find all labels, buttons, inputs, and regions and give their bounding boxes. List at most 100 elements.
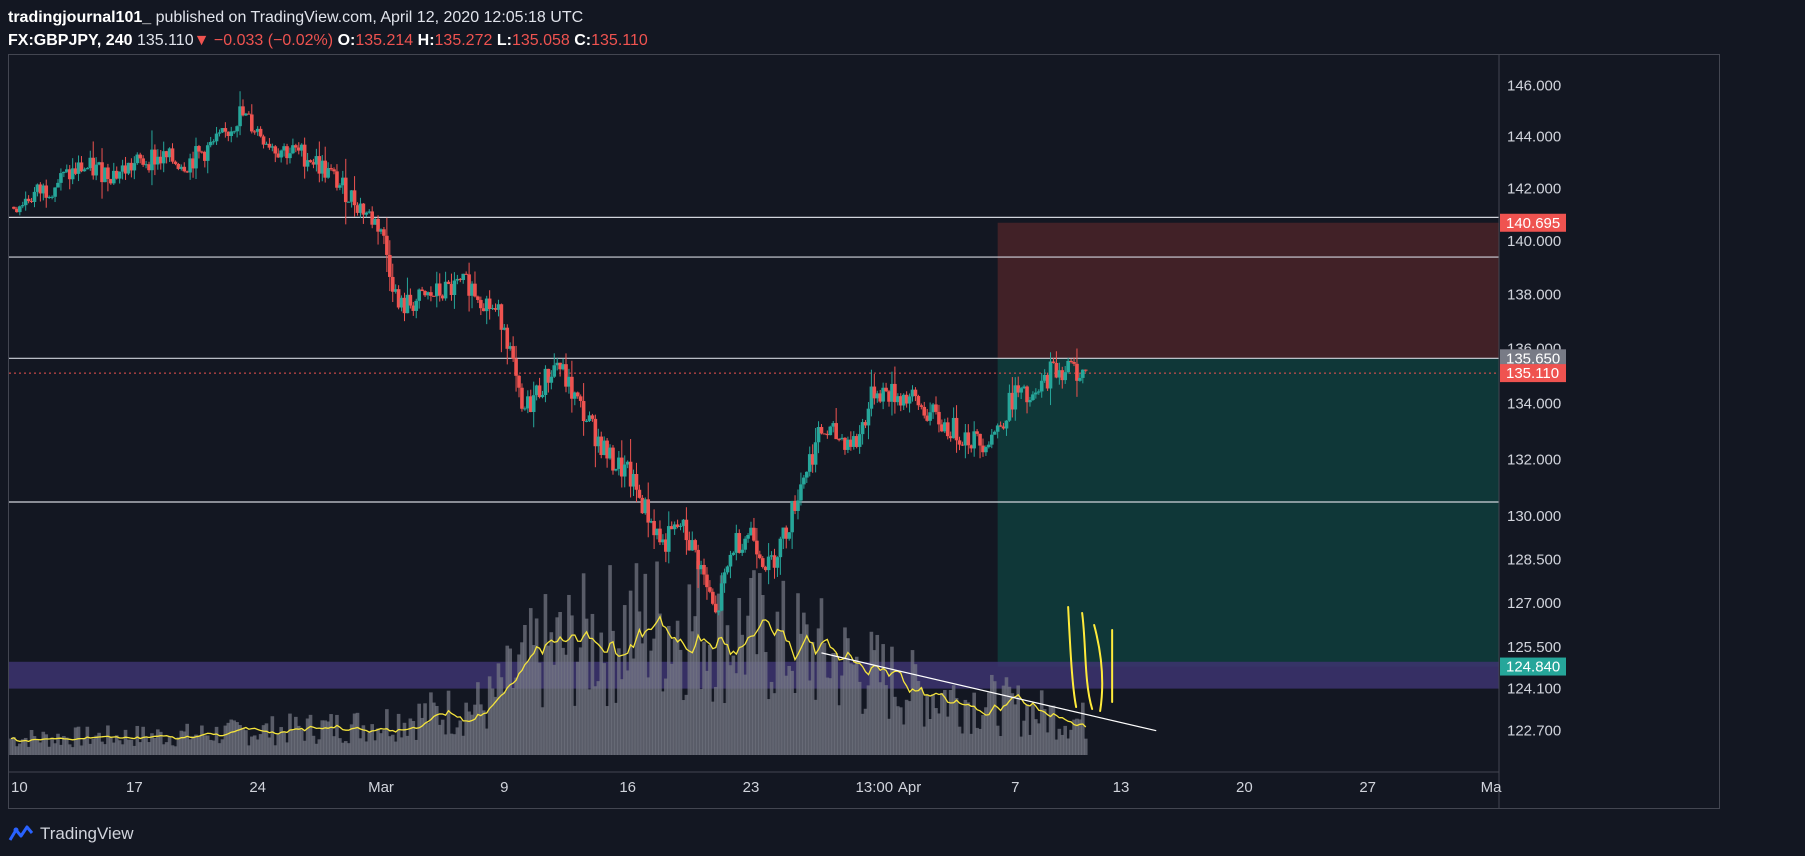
volume-bar — [622, 605, 627, 755]
volume-bar — [716, 593, 721, 755]
volume-bar — [211, 740, 216, 755]
volume-bar — [608, 565, 612, 755]
candle-body — [575, 392, 580, 397]
candle-body — [925, 415, 929, 421]
volume-bar — [35, 739, 40, 755]
volume-bar — [816, 628, 821, 755]
time-axis-tick-label: 17 — [126, 779, 143, 796]
candle-body — [661, 539, 665, 543]
volume-bar — [197, 735, 201, 755]
volume-bar — [388, 736, 392, 755]
hand-drawn-annotation[interactable] — [1093, 624, 1104, 712]
volume-bar — [479, 704, 483, 755]
volume-bar — [432, 702, 436, 755]
hand-drawn-annotation[interactable] — [1067, 606, 1078, 708]
volume-bar — [593, 686, 598, 755]
volume-bar — [367, 732, 372, 755]
volume-bar — [907, 701, 912, 755]
candle-body — [705, 574, 709, 588]
candle-body — [819, 427, 824, 434]
volume-bar — [232, 720, 236, 755]
volume-bar — [53, 743, 57, 755]
candle-body — [1063, 372, 1068, 381]
volume-bar — [696, 561, 700, 755]
volume-bar — [966, 702, 971, 755]
volume-bar — [766, 699, 771, 755]
candle-body — [957, 440, 962, 445]
author-name[interactable]: tradingjournal101_ — [8, 9, 152, 26]
volume-bar — [393, 741, 398, 755]
volume-bar — [931, 694, 935, 755]
volume-bar — [1001, 685, 1006, 755]
candle-body — [1039, 380, 1044, 392]
price-axis-tick-label: 125.500 — [1507, 639, 1561, 656]
candle-body — [981, 445, 985, 453]
volume-bar — [567, 594, 571, 755]
candle-body — [534, 385, 539, 396]
last-price: 135.110 — [136, 32, 194, 49]
volume-bar — [502, 691, 507, 755]
volume-bar — [778, 631, 783, 755]
volume-bar — [517, 654, 521, 755]
chart-header: tradingjournal101_ published on TradingV… — [8, 6, 648, 52]
price-label-stop[interactable] — [1500, 213, 1566, 232]
price-axis-tick-label: 130.000 — [1507, 508, 1561, 525]
candle-body — [590, 415, 595, 419]
trend-line[interactable] — [821, 652, 1157, 732]
volume-bar — [528, 608, 533, 755]
candle-body — [396, 289, 401, 308]
volume-bar — [123, 729, 128, 755]
volume-bar — [690, 631, 695, 755]
volume-bar — [981, 715, 985, 755]
volume-bar — [972, 692, 976, 755]
candle-body — [364, 212, 369, 215]
price-label-target[interactable] — [1500, 657, 1566, 676]
volume-bar — [537, 662, 542, 755]
candle-body — [244, 113, 248, 116]
candle-body — [220, 128, 225, 133]
candle-body — [291, 145, 295, 154]
candle-body — [628, 461, 633, 487]
volume-bar — [323, 720, 328, 755]
brand-name[interactable]: TradingView — [40, 824, 134, 843]
candle-body — [578, 396, 583, 402]
symbol-label[interactable]: FX:GBPJPY, 240 — [8, 32, 133, 49]
candle-body — [972, 431, 976, 449]
volume-bar — [267, 737, 272, 755]
candle-body — [896, 396, 900, 403]
candle-body — [831, 423, 836, 427]
price-label-entry[interactable] — [1500, 349, 1566, 368]
price-axis-tick-label: 134.000 — [1507, 396, 1561, 413]
candle-body — [44, 185, 49, 198]
chart-frame[interactable]: 146.000 144.000 142.000 140.000 138.000 136.0… — [8, 54, 1720, 809]
volume-bar — [299, 729, 304, 755]
candle-body — [349, 190, 354, 202]
volume-bar — [402, 722, 407, 755]
candle-body — [1034, 392, 1038, 395]
volume-bar — [543, 594, 548, 755]
hand-drawn-annotation[interactable] — [1081, 612, 1094, 710]
candle-body — [1001, 426, 1006, 429]
candle-body — [966, 432, 971, 446]
candle-body — [452, 280, 457, 295]
volume-bar — [470, 714, 474, 755]
volume-bar — [258, 734, 263, 755]
candle-body — [388, 254, 392, 277]
candle-body — [417, 289, 421, 301]
volume-bar — [452, 734, 457, 755]
volume-bar — [928, 719, 932, 755]
profit-target-zone[interactable] — [997, 358, 1499, 667]
price-chart[interactable]: 146.000144.000142.000140.000138.000136.0… — [9, 55, 1719, 808]
price-label-current[interactable] — [1500, 364, 1566, 383]
candle-body — [308, 160, 313, 163]
volume-bar — [799, 633, 803, 755]
candle-body — [567, 376, 571, 387]
candle-body — [913, 389, 918, 397]
candle-body — [320, 160, 325, 174]
candle-body — [749, 527, 753, 536]
candle-body — [50, 196, 54, 198]
candle-body — [769, 555, 774, 557]
volume-bar — [173, 746, 178, 755]
stop-loss-zone[interactable] — [997, 222, 1499, 359]
candle-body — [1051, 361, 1056, 363]
